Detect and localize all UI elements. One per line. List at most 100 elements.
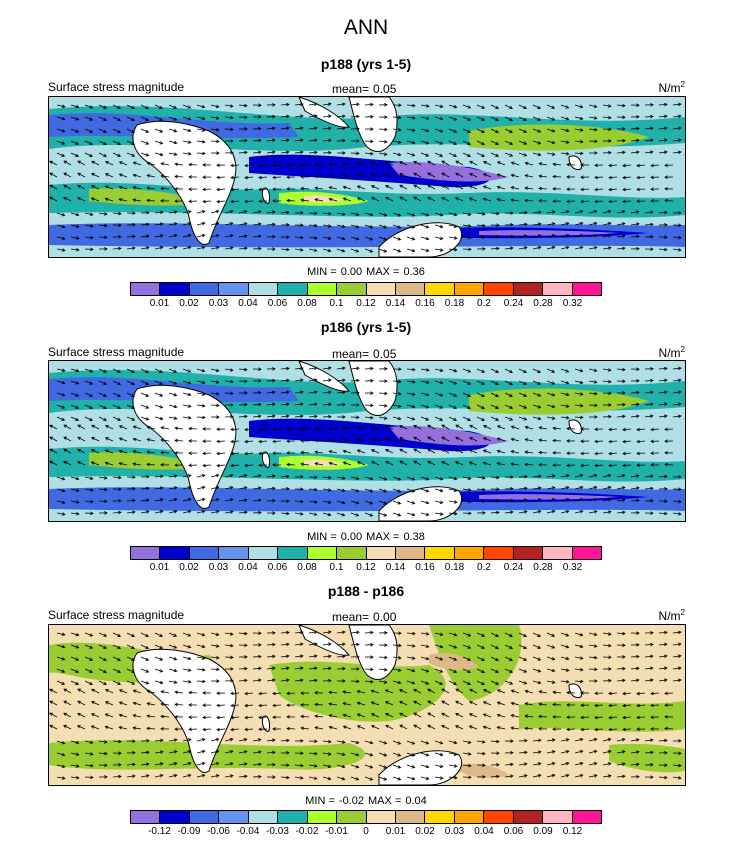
wind-vector: [602, 104, 612, 108]
wind-vector: [588, 415, 598, 419]
wind-vector-shaft: [504, 152, 513, 157]
wind-vector-head: [397, 680, 402, 685]
wind-vector: [126, 416, 136, 421]
colorbar-box: [307, 283, 338, 295]
wind-vector-head: [356, 630, 360, 635]
wind-vector: [350, 403, 360, 407]
wind-vector-shaft: [518, 392, 527, 397]
wind-vector-shaft: [455, 424, 464, 430]
wind-vector-head: [145, 417, 150, 421]
wind-vector-head: [314, 150, 318, 155]
wind-vector-head: [104, 247, 108, 251]
wind-vector-head: [173, 233, 178, 238]
wind-vector: [658, 402, 668, 406]
wind-vector-head: [398, 689, 403, 693]
wind-vector: [434, 512, 444, 516]
wind-vector-head: [594, 403, 598, 408]
wind-vector: [420, 416, 430, 421]
colorbar-tick-label: 0.1: [329, 298, 344, 309]
wind-vector-head: [90, 499, 94, 504]
wind-vector-head: [216, 715, 220, 720]
wind-vector-shaft: [154, 104, 163, 109]
wind-vector-shaft: [154, 404, 163, 408]
wind-vector-shaft: [238, 738, 247, 742]
wind-vector-head: [483, 161, 487, 165]
wind-vector: [70, 740, 80, 745]
wind-vector-shaft: [210, 474, 219, 478]
wind-vector-head: [677, 390, 682, 394]
wind-vector: [518, 510, 528, 514]
wind-vector: [126, 223, 136, 227]
wind-vector-shaft: [231, 716, 240, 719]
wind-vector-shaft: [602, 511, 611, 514]
wind-vector: [342, 713, 352, 718]
wind-vector: [538, 186, 548, 191]
wind-vector-head: [328, 197, 333, 202]
wind-vector-shaft: [258, 176, 268, 179]
wind-vector-shaft: [140, 152, 149, 157]
wind-vector-head: [580, 151, 584, 156]
wind-vector-head: [230, 199, 234, 204]
wind-vector-head: [523, 117, 528, 121]
wind-vector-shaft: [70, 380, 79, 385]
wind-vector: [112, 644, 121, 650]
wind-vector-head: [551, 381, 556, 385]
wind-vector: [420, 740, 430, 745]
wind-vector-head: [61, 104, 66, 109]
wind-vector: [196, 415, 206, 420]
wind-vector: [216, 463, 226, 468]
wind-vector-shaft: [574, 680, 584, 682]
wind-vector-shaft: [539, 691, 548, 694]
wind-vector-shaft: [168, 632, 177, 637]
wind-vector-shaft: [546, 211, 555, 214]
wind-vector: [230, 715, 240, 720]
wind-vector-shaft: [210, 246, 219, 250]
wind-vector: [126, 246, 136, 250]
wind-vector: [224, 510, 234, 514]
wind-vector-shaft: [525, 162, 534, 166]
wind-vector-head: [174, 715, 178, 719]
wind-vector-head: [383, 667, 388, 672]
wind-vector-shaft: [455, 449, 464, 454]
wind-vector-shaft: [84, 380, 93, 385]
colorbar-box: [484, 547, 514, 559]
wind-vector-shaft: [224, 474, 233, 478]
wind-vector: [532, 656, 542, 661]
wind-vector-shaft: [622, 428, 632, 431]
wind-vector-head: [89, 153, 93, 158]
wind-vector-shaft: [238, 511, 247, 514]
wind-vector-head: [341, 630, 346, 634]
wind-vector-shaft: [182, 392, 191, 396]
wind-vector-shaft: [546, 128, 555, 132]
wind-vector-head: [524, 450, 529, 454]
wind-vector-shaft: [126, 632, 135, 637]
colorbar-box: [543, 547, 573, 559]
wind-vector-shaft: [56, 152, 65, 157]
wind-vector-head: [538, 738, 542, 743]
wind-vector: [328, 725, 338, 730]
wind-vector-shaft: [371, 713, 380, 718]
wind-vector: [574, 737, 584, 742]
wind-vector-shaft: [441, 700, 450, 706]
wind-vector: [98, 140, 107, 146]
wind-vector-head: [272, 727, 276, 731]
wind-vector-head: [425, 405, 430, 409]
wind-vector-head: [131, 369, 135, 374]
wind-vector-head: [244, 655, 248, 659]
wind-vector: [378, 248, 388, 253]
wind-vector-head: [509, 633, 513, 638]
wind-vector: [490, 368, 500, 373]
wind-vector: [168, 140, 178, 145]
wind-vector: [258, 451, 268, 456]
wind-vector: [258, 463, 268, 467]
wind-vector: [154, 116, 164, 121]
wind-vector-shaft: [455, 461, 464, 466]
wind-vector: [630, 150, 640, 155]
wind-vector-head: [552, 451, 556, 455]
wind-vector-shaft: [84, 404, 93, 409]
wind-vector-head: [509, 393, 513, 397]
wind-vector: [140, 486, 150, 491]
wind-vector-head: [524, 161, 529, 166]
wind-vector-head: [314, 726, 319, 730]
wind-vector: [202, 715, 212, 720]
